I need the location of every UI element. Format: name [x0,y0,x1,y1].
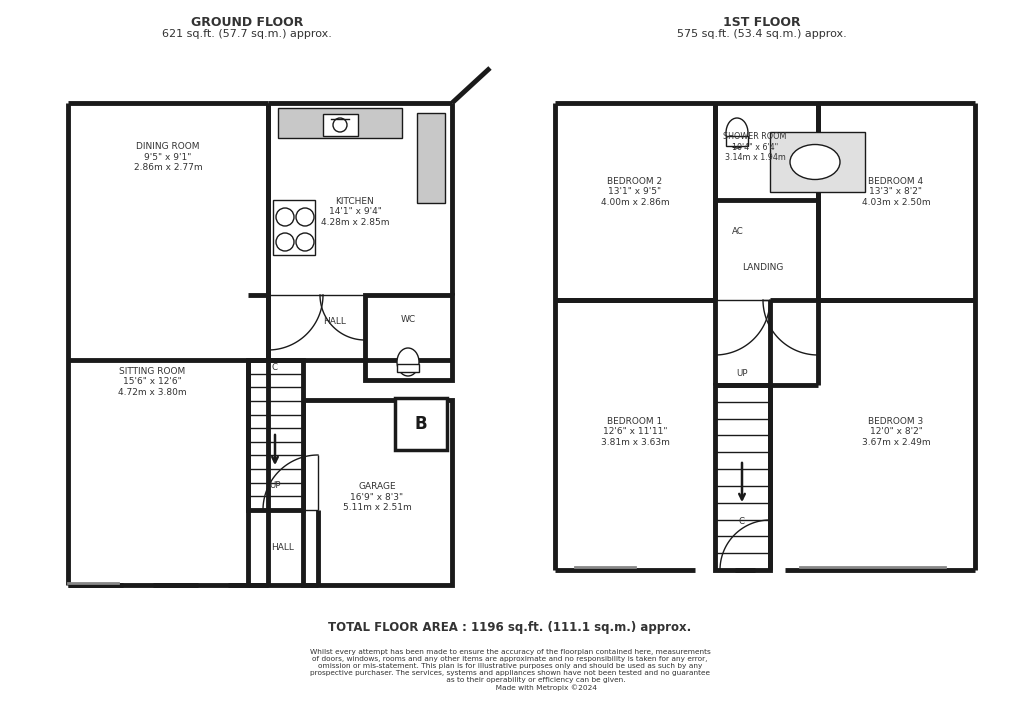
Text: GROUND FLOOR: GROUND FLOOR [191,15,303,28]
Bar [323,114,358,136]
Text: LANDING: LANDING [742,263,783,271]
Text: BEDROOM 3
12'0" x 8'2"
3.67m x 2.49m: BEDROOM 3 12'0" x 8'2" 3.67m x 2.49m [861,417,929,447]
Text: Whilst every attempt has been made to ensure the accuracy of the floorplan conta: Whilst every attempt has been made to en… [310,649,709,691]
Text: C: C [739,518,744,526]
Text: BEDROOM 2
13'1" x 9'5"
4.00m x 2.86m: BEDROOM 2 13'1" x 9'5" 4.00m x 2.86m [600,177,668,207]
Text: DINING ROOM
9'5" x 9'1"
2.86m x 2.77m: DINING ROOM 9'5" x 9'1" 2.86m x 2.77m [133,142,202,172]
Text: 575 sq.ft. (53.4 sq.m.) approx.: 575 sq.ft. (53.4 sq.m.) approx. [677,29,846,39]
Ellipse shape [790,144,840,180]
Bar [273,200,315,255]
Bar [396,364,419,372]
Text: UP: UP [269,481,280,490]
Bar [303,400,451,585]
Bar [714,385,769,570]
Bar [417,113,444,203]
Text: TOTAL FLOOR AREA : 1196 sq.ft. (111.1 sq.m.) approx.: TOTAL FLOOR AREA : 1196 sq.ft. (111.1 sq… [328,620,691,633]
Text: KITCHEN
14'1" x 9'4"
4.28m x 2.85m: KITCHEN 14'1" x 9'4" 4.28m x 2.85m [320,197,389,227]
Circle shape [296,208,314,226]
Circle shape [276,233,293,251]
Bar [726,136,747,146]
Text: GARAGE
16'9" x 8'3"
5.11m x 2.51m: GARAGE 16'9" x 8'3" 5.11m x 2.51m [342,482,411,512]
Text: HALL: HALL [271,542,294,552]
Circle shape [332,118,346,132]
Bar [278,108,401,138]
Text: AC: AC [732,227,743,237]
Circle shape [296,233,314,251]
Ellipse shape [396,348,419,376]
Text: C: C [272,362,278,372]
Text: HALL: HALL [323,318,346,326]
Bar [248,360,303,510]
Text: B: B [415,415,427,433]
Text: SITTING ROOM
15'6" x 12'6"
4.72m x 3.80m: SITTING ROOM 15'6" x 12'6" 4.72m x 3.80m [117,367,186,397]
Text: UP: UP [736,368,747,378]
Text: WC: WC [400,316,415,324]
Bar [394,398,446,450]
Text: BEDROOM 4
13'3" x 8'2"
4.03m x 2.50m: BEDROOM 4 13'3" x 8'2" 4.03m x 2.50m [861,177,929,207]
Ellipse shape [726,118,747,148]
Circle shape [276,208,293,226]
Text: 1ST FLOOR: 1ST FLOOR [722,15,800,28]
Text: SHOWER ROOM
10'4" x 6'4"
3.14m x 1.94m: SHOWER ROOM 10'4" x 6'4" 3.14m x 1.94m [722,132,786,162]
Bar [365,295,451,380]
Bar [769,132,864,192]
Text: 621 sq.ft. (57.7 sq.m.) approx.: 621 sq.ft. (57.7 sq.m.) approx. [162,29,331,39]
Text: BEDROOM 1
12'6" x 11'11"
3.81m x 3.63m: BEDROOM 1 12'6" x 11'11" 3.81m x 3.63m [600,417,668,447]
